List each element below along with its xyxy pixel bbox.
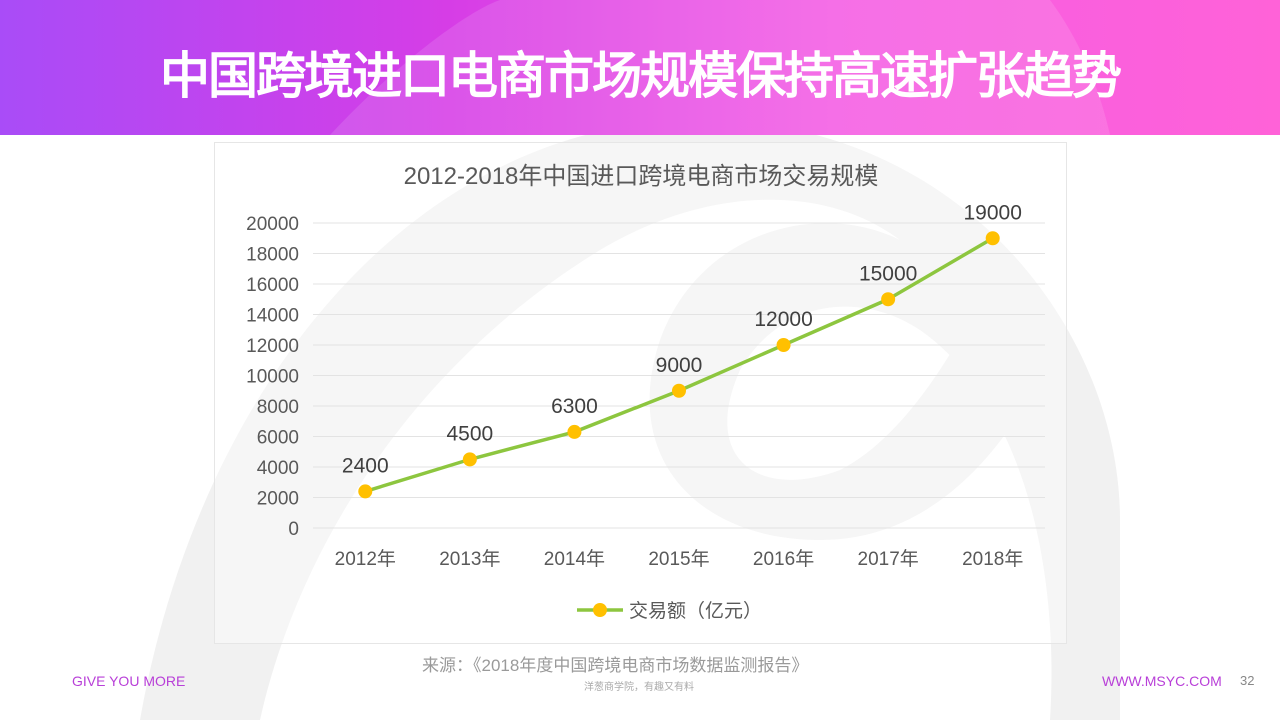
- footer-slogan: GIVE YOU MORE: [72, 673, 186, 689]
- y-tick-label: 20000: [246, 214, 299, 235]
- data-point: [985, 231, 1000, 246]
- footer-tagline: 洋葱商学院，有趣又有料: [584, 682, 694, 693]
- x-tick-label: 2013年: [439, 548, 500, 570]
- data-label: 9000: [656, 354, 703, 377]
- footer-website[interactable]: WWW.MSYC.COM: [1102, 673, 1222, 689]
- x-tick-label: 2014年: [544, 548, 605, 570]
- data-point: [358, 484, 373, 499]
- y-tick-label: 4000: [257, 458, 299, 479]
- data-label: 2400: [342, 454, 389, 477]
- page-number: 32: [1240, 673, 1255, 688]
- data-label: 12000: [754, 308, 812, 331]
- y-tick-label: 14000: [246, 306, 299, 327]
- chart-title: 2012-2018年中国进口跨境电商市场交易规模: [404, 163, 879, 190]
- y-tick-label: 10000: [246, 367, 299, 388]
- legend-label: 交易额（亿元）: [629, 600, 762, 622]
- source-note: 来源：《2018年度中国跨境电商市场数据监测报告》: [422, 656, 809, 675]
- y-tick-label: 18000: [246, 245, 299, 266]
- data-point: [462, 452, 477, 467]
- x-tick-label: 2012年: [335, 548, 396, 570]
- data-label: 6300: [551, 395, 598, 418]
- y-tick-label: 16000: [246, 275, 299, 296]
- data-label: 15000: [859, 262, 917, 285]
- data-point: [881, 292, 896, 307]
- x-tick-label: 2018年: [962, 548, 1023, 570]
- x-tick-label: 2017年: [858, 548, 919, 570]
- header-banner: 中国跨境进口电商市场规模保持高速扩张趋势: [0, 0, 1280, 135]
- x-tick-label: 2016年: [753, 548, 814, 570]
- data-point: [776, 338, 791, 352]
- y-tick-label: 0: [288, 519, 299, 540]
- chart-container: 2012-2018年中国进口跨境电商市场交易规模 0 2000 4000 6000 800…: [214, 142, 1067, 644]
- y-tick-label: 2000: [257, 489, 299, 510]
- line-chart: 2012-2018年中国进口跨境电商市场交易规模 0 2000 4000 6000 800…: [246, 163, 1045, 622]
- y-tick-label: 8000: [257, 397, 299, 418]
- x-tick-label: 2015年: [648, 548, 709, 570]
- y-tick-label: 6000: [257, 428, 299, 449]
- banner-decoration: [330, 0, 1110, 135]
- data-label: 19000: [964, 201, 1022, 224]
- legend-marker: [593, 603, 607, 617]
- data-label: 4500: [446, 422, 493, 445]
- y-tick-label: 12000: [246, 336, 299, 357]
- page-title: 中国跨境进口电商市场规模保持高速扩张趋势: [160, 47, 1122, 105]
- data-point: [567, 424, 582, 439]
- data-point: [672, 383, 686, 398]
